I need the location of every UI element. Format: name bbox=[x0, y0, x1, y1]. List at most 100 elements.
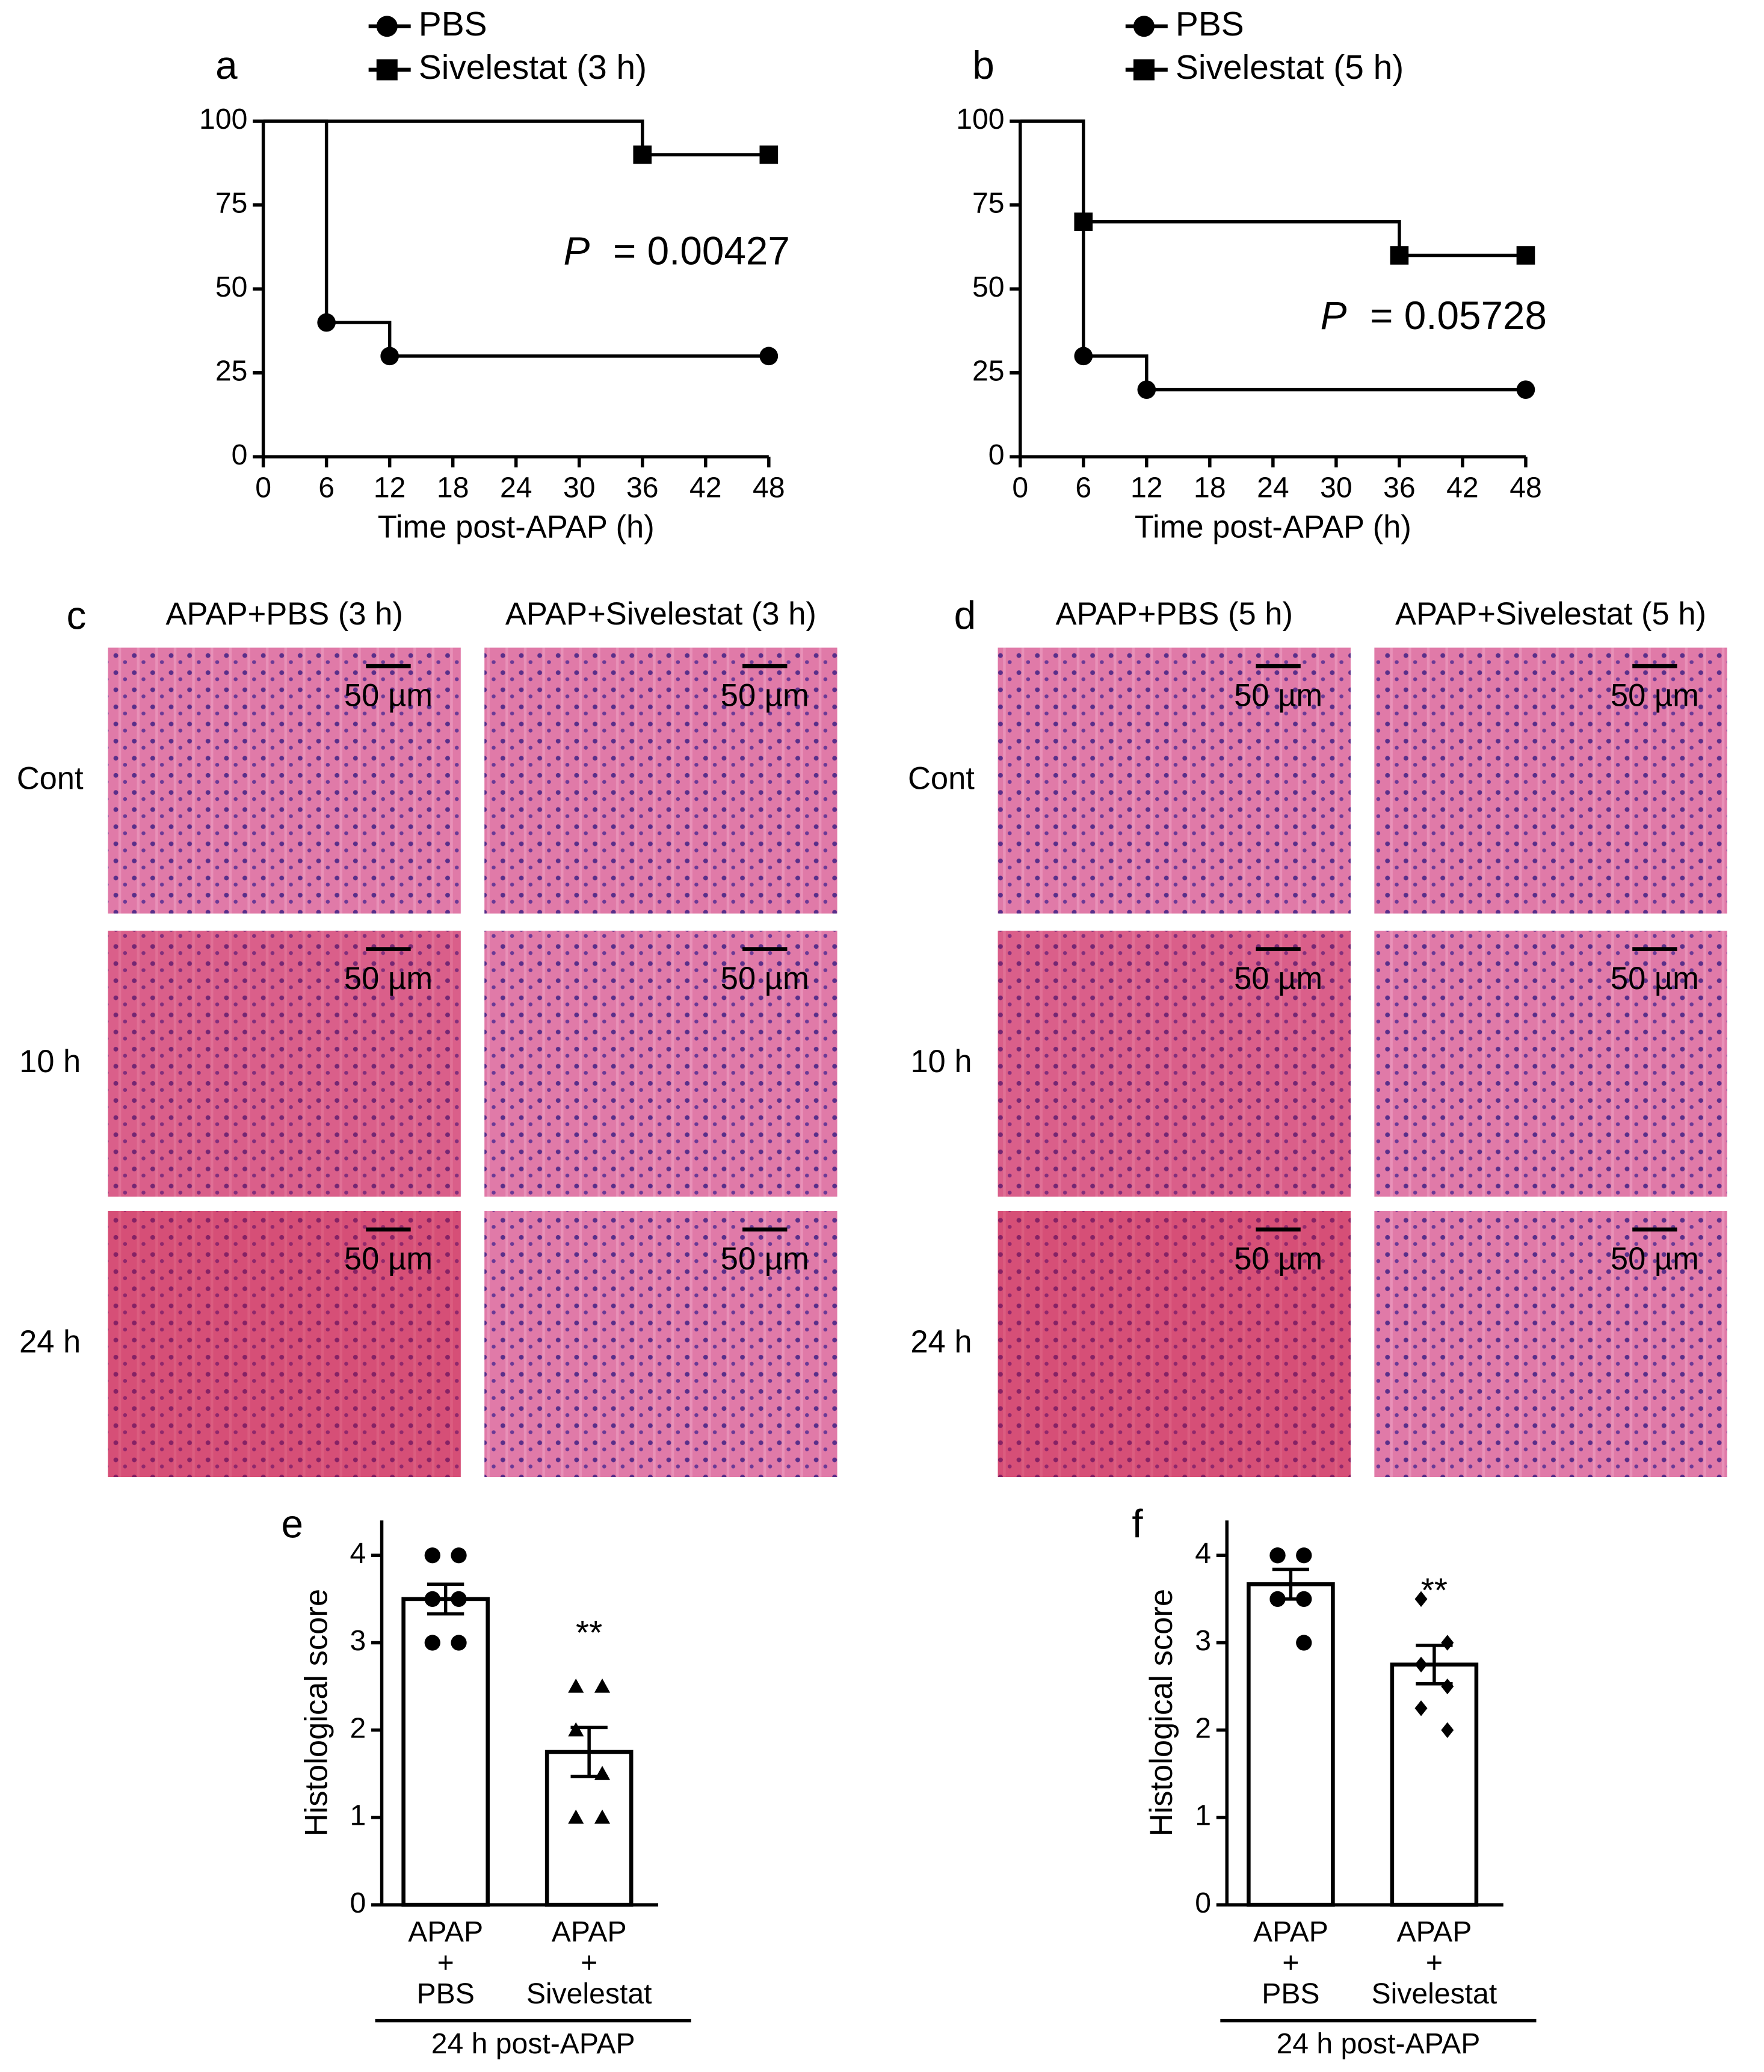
marker bbox=[594, 1678, 611, 1693]
histology-image bbox=[998, 647, 1351, 914]
x-tick-label: PBS bbox=[1262, 1978, 1319, 2010]
histology-image bbox=[998, 930, 1351, 1197]
bar bbox=[1247, 1582, 1335, 1907]
panel-label: e bbox=[282, 1502, 304, 1546]
x-tick-label: 12 bbox=[1130, 472, 1163, 504]
x-tick-label: APAP bbox=[408, 1916, 483, 1948]
column-header: APAP+PBS (3 h) bbox=[165, 596, 402, 632]
x-tick-label: + bbox=[437, 1946, 454, 1979]
x-tick-label: 24 bbox=[1257, 472, 1289, 504]
scale-bar-label: 50 µm bbox=[1234, 961, 1322, 996]
marker bbox=[1441, 1678, 1454, 1695]
marker bbox=[451, 1635, 467, 1651]
marker bbox=[1296, 1591, 1312, 1608]
y-tick-label: 25 bbox=[215, 354, 248, 387]
y-tick-label: 75 bbox=[215, 187, 248, 220]
histology-image bbox=[484, 930, 837, 1197]
scale-bar-label: 50 µm bbox=[1611, 1241, 1699, 1277]
marker bbox=[759, 145, 779, 164]
histology-image bbox=[1374, 930, 1727, 1197]
marker bbox=[759, 347, 779, 366]
histology-image bbox=[108, 930, 461, 1197]
scale-bar-label: 50 µm bbox=[1611, 678, 1699, 714]
bar bbox=[401, 1597, 490, 1907]
y-tick-label: 25 bbox=[972, 354, 1005, 387]
x-tick-label: 12 bbox=[374, 472, 406, 504]
significance: ** bbox=[576, 1614, 602, 1652]
marker bbox=[380, 347, 399, 366]
row-label: 10 h bbox=[19, 1044, 81, 1079]
marker bbox=[424, 1547, 440, 1564]
y-tick-label: 0 bbox=[1195, 1887, 1211, 1919]
scale-bar-label: 50 µm bbox=[721, 678, 809, 714]
y-tick-label: 0 bbox=[350, 1887, 366, 1919]
x-tick-label: 0 bbox=[1012, 472, 1028, 504]
y-tick-label: 1 bbox=[1195, 1799, 1211, 1832]
x-tick-label: 18 bbox=[437, 472, 469, 504]
x-tick-label: 48 bbox=[1510, 472, 1542, 504]
panel-label: d bbox=[954, 594, 976, 638]
legend-label: PBS bbox=[1176, 5, 1244, 43]
x-tick-label: APAP bbox=[1253, 1916, 1328, 1948]
histology-image bbox=[998, 1211, 1351, 1477]
marker bbox=[1516, 380, 1535, 399]
x-tick-label: + bbox=[1282, 1946, 1299, 1979]
histology-image bbox=[484, 1211, 837, 1477]
p-value: = 0.00427 bbox=[613, 229, 790, 273]
x-tick-label: + bbox=[581, 1946, 597, 1979]
marker bbox=[424, 1635, 440, 1651]
histology-image bbox=[484, 647, 837, 914]
scale-bar-label: 50 µm bbox=[344, 961, 433, 996]
marker bbox=[1296, 1547, 1312, 1564]
y-tick-label: 0 bbox=[988, 439, 1005, 471]
y-tick-label: 4 bbox=[350, 1537, 366, 1570]
legend-label: Sivelestat (3 h) bbox=[419, 49, 647, 87]
marker bbox=[1269, 1547, 1286, 1564]
survival-line bbox=[263, 119, 769, 156]
y-tick-label: 1 bbox=[350, 1799, 366, 1832]
marker bbox=[1296, 1635, 1312, 1651]
marker bbox=[1269, 1591, 1286, 1608]
marker bbox=[594, 1766, 611, 1780]
marker bbox=[451, 1591, 467, 1608]
histology-overlay bbox=[998, 930, 1351, 1197]
histology-overlay bbox=[108, 1211, 461, 1477]
marker bbox=[1414, 1656, 1428, 1673]
column-header: APAP+Sivelestat (5 h) bbox=[1395, 596, 1706, 632]
legend-label: PBS bbox=[419, 5, 487, 43]
histology-image bbox=[1374, 1211, 1727, 1477]
marker bbox=[1441, 1722, 1454, 1738]
y-tick-label: 4 bbox=[1195, 1537, 1211, 1570]
x-tick-label: 24 bbox=[500, 472, 532, 504]
marker bbox=[1074, 347, 1093, 366]
y-tick-label: 100 bbox=[199, 103, 247, 135]
marker bbox=[1414, 1700, 1428, 1716]
y-tick-label: 3 bbox=[1195, 1624, 1211, 1657]
y-tick-label: 100 bbox=[956, 103, 1004, 135]
legend-marker bbox=[376, 59, 398, 81]
x-tick-label: Sivelestat bbox=[1372, 1978, 1497, 2010]
p-label: P bbox=[563, 229, 590, 273]
survival-line bbox=[1020, 119, 1526, 257]
x-tick-label: PBS bbox=[417, 1978, 475, 2010]
panel-label: a bbox=[215, 43, 238, 87]
x-axis-label: Time post-APAP (h) bbox=[378, 509, 655, 544]
x-tick-label: 36 bbox=[626, 472, 659, 504]
row-label: 10 h bbox=[910, 1044, 972, 1079]
marker bbox=[1441, 1635, 1454, 1651]
marker bbox=[568, 1722, 584, 1737]
legend-label: Sivelestat (5 h) bbox=[1176, 49, 1404, 87]
row-label: 24 h bbox=[910, 1324, 972, 1360]
x-tick-label: APAP bbox=[552, 1916, 627, 1948]
x-tick-label: 18 bbox=[1194, 472, 1226, 504]
y-tick-label: 2 bbox=[1195, 1712, 1211, 1744]
marker bbox=[594, 1809, 611, 1824]
column-header: APAP+Sivelestat (3 h) bbox=[505, 596, 816, 632]
x-tick-label: 30 bbox=[563, 472, 596, 504]
scale-bar-label: 50 µm bbox=[721, 961, 809, 996]
marker bbox=[568, 1678, 584, 1693]
marker bbox=[1137, 380, 1156, 399]
histology-overlay bbox=[108, 930, 461, 1197]
x-tick-label: + bbox=[1426, 1946, 1443, 1979]
